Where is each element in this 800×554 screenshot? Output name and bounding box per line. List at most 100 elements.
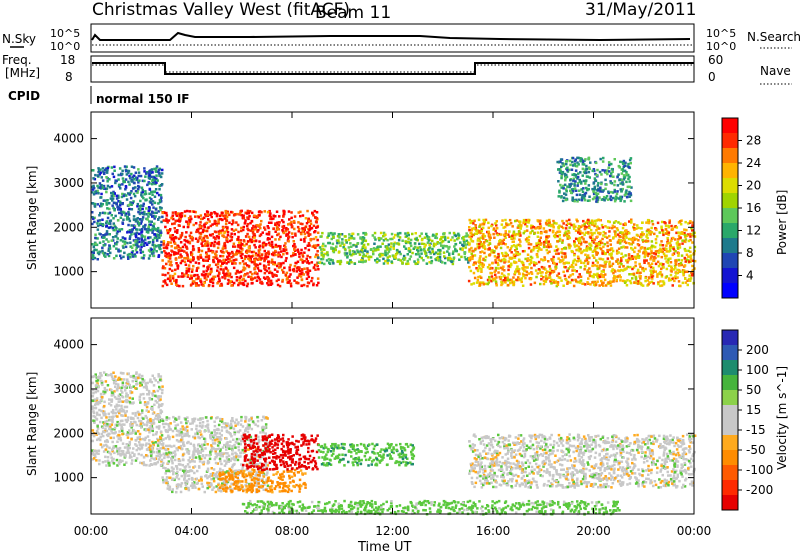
data-cell [550,278,553,282]
data-cell [561,259,564,262]
data-cell [231,262,234,265]
data-cell [578,193,582,196]
data-cell [464,235,467,238]
data-cell [102,414,106,417]
data-cell [209,280,212,283]
data-cell [575,165,579,168]
data-cell [314,246,317,250]
data-cell [144,238,147,241]
data-cell [251,281,254,285]
data-cell [565,219,568,223]
data-cell [205,235,208,238]
data-cell [102,171,106,175]
data-cell [247,264,251,268]
data-cell [276,233,279,237]
data-cell [556,160,559,164]
data-cell [500,283,503,287]
power-region-3 [467,218,697,288]
data-cell [665,230,669,233]
data-cell [628,273,631,276]
data-cell [482,218,485,222]
data-cell [142,202,145,206]
data-cell [129,191,132,195]
data-cell [284,245,287,249]
data-cell [593,169,596,173]
data-cell [100,192,103,196]
data-cell [247,254,250,258]
data-cell [97,400,100,404]
data-cell [215,254,218,258]
data-cell [108,178,111,181]
data-cell [201,217,204,220]
data-cell [522,231,525,235]
data-cell [626,258,630,262]
data-cell [174,268,177,272]
data-cell [667,224,670,228]
data-cell [206,244,210,247]
data-cell [169,228,172,231]
data-cell [312,266,316,269]
data-cell [539,225,543,228]
data-cell [528,263,531,266]
data-cell [564,227,568,230]
data-cell [635,227,638,230]
data-cell [258,248,262,251]
data-cell [571,265,574,269]
data-cell [326,236,329,239]
data-cell [170,249,173,252]
data-cell [501,268,504,271]
data-cell [199,214,203,217]
data-cell [92,245,96,249]
data-cell [255,216,259,219]
data-cell [203,223,206,226]
data-cell [606,198,610,201]
data-cell [130,432,133,435]
data-cell [166,221,169,224]
data-cell [310,226,314,230]
data-cell [203,234,207,238]
data-cell [153,177,157,180]
data-cell [116,205,119,209]
data-cell [497,271,500,274]
data-cell [616,241,620,244]
data-cell [155,167,158,170]
data-cell [289,273,292,276]
data-cell [166,231,170,235]
data-cell [650,246,654,249]
data-cell [515,219,519,222]
data-cell [150,175,153,179]
data-cell [667,277,671,280]
data-cell [537,241,541,244]
data-cell [405,262,408,266]
data-cell [576,184,579,187]
data-cell [497,256,500,259]
data-cell [267,283,270,287]
data-cell [643,261,646,264]
data-cell [191,210,194,213]
data-cell [240,229,243,233]
data-cell [150,248,153,251]
data-cell [630,273,634,276]
data-cell [329,231,333,235]
data-cell [105,388,109,392]
data-cell [147,209,150,212]
data-cell [636,280,639,283]
data-cell [611,196,615,200]
data-cell [223,231,226,235]
data-cell [539,282,542,286]
data-cell [137,210,140,214]
data-cell [426,237,430,240]
data-cell [654,262,658,266]
data-cell [631,241,635,244]
data-cell [480,270,483,273]
data-cell [154,228,158,232]
data-cell [480,268,483,271]
data-cell [362,231,365,235]
data-cell [519,227,522,230]
data-cell [583,268,586,271]
data-cell [499,246,503,250]
data-cell [525,266,528,269]
data-cell [145,243,149,246]
data-cell [112,194,115,197]
data-cell [203,244,207,247]
